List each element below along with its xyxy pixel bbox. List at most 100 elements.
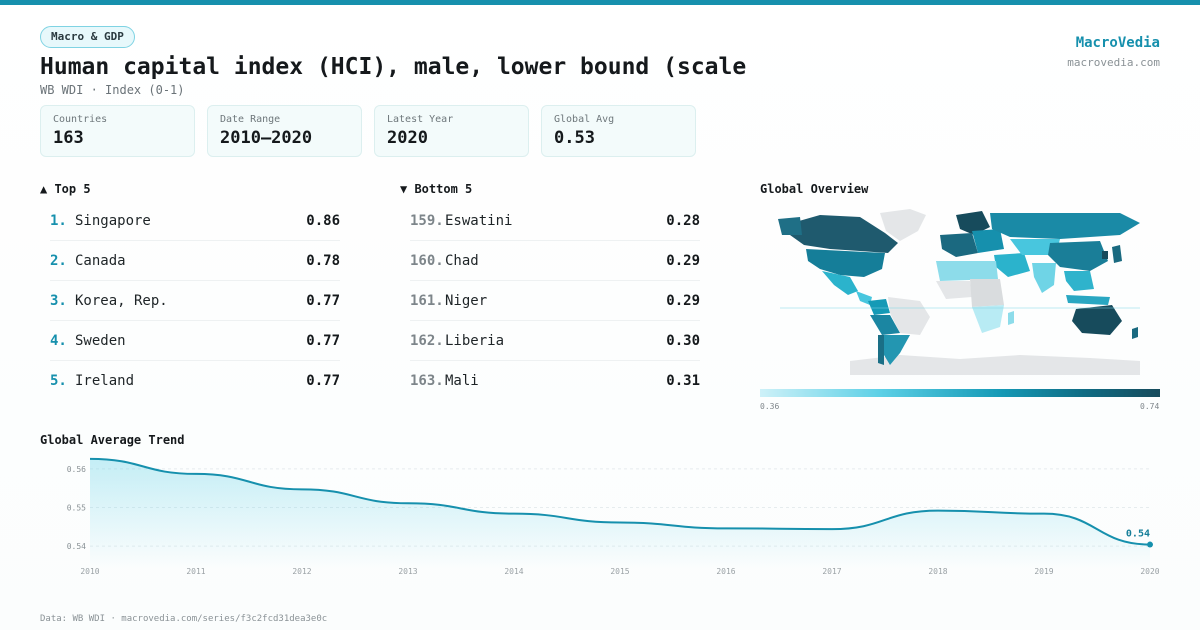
x-tick-label: 2017	[822, 567, 841, 576]
country-name: Canada	[75, 253, 126, 269]
rank-number: 160.	[410, 253, 444, 269]
map-region-southeast-asia[interactable]	[1064, 271, 1094, 291]
map-region-central-america[interactable]	[856, 291, 872, 305]
x-tick-label: 2014	[504, 567, 523, 576]
map-region-madagascar[interactable]	[1008, 311, 1014, 325]
map-region-greenland[interactable]	[880, 209, 926, 241]
country-name: Korea, Rep.	[75, 293, 168, 309]
map-region-peru[interactable]	[870, 315, 900, 335]
country-name: Sweden	[75, 333, 126, 349]
list-item[interactable]: 162. Liberia 0.30	[410, 321, 700, 361]
x-tick-label: 2010	[80, 567, 99, 576]
map-region-mexico[interactable]	[822, 271, 858, 295]
map-region-new-zealand[interactable]	[1132, 327, 1138, 339]
rank-number: 161.	[410, 293, 444, 309]
x-tick-label: 2018	[928, 567, 947, 576]
x-tick-label: 2015	[610, 567, 629, 576]
trend-title: Global Average Trend	[40, 433, 185, 447]
country-value: 0.77	[306, 293, 340, 309]
trend-line	[89, 457, 1151, 546]
bottom5-list: 159. Eswatini 0.28 160. Chad 0.29 161. Niger 0…	[410, 201, 700, 401]
map-region-australia[interactable]	[1072, 305, 1122, 335]
map-region-china[interactable]	[1048, 241, 1108, 271]
stat-value: 0.53	[554, 128, 595, 148]
map-region-antarctica[interactable]	[850, 355, 1140, 375]
map-region-scandinavia[interactable]	[956, 211, 990, 235]
map-region-colombia[interactable]	[868, 299, 890, 315]
list-item[interactable]: 2. Canada 0.78	[50, 241, 340, 281]
country-name: Singapore	[75, 213, 151, 229]
map-region-west-africa[interactable]	[936, 281, 972, 299]
rank-number: 159.	[410, 213, 444, 229]
map-region-japan[interactable]	[1112, 245, 1122, 263]
world-choropleth-map[interactable]	[760, 205, 1160, 385]
country-value: 0.31	[666, 373, 700, 389]
map-region-argentina[interactable]	[884, 335, 910, 365]
rank-number: 5.	[50, 373, 67, 389]
map-region-russia[interactable]	[990, 213, 1140, 239]
rank-number: 3.	[50, 293, 67, 309]
list-item[interactable]: 5. Ireland 0.77	[50, 361, 340, 401]
stat-latest-year: Latest Year 2020	[374, 105, 529, 157]
stat-countries: Countries 163	[40, 105, 195, 157]
list-item[interactable]: 160. Chad 0.29	[410, 241, 700, 281]
list-item[interactable]: 159. Eswatini 0.28	[410, 201, 700, 241]
map-region-india[interactable]	[1032, 263, 1056, 293]
map-region-western-europe[interactable]	[940, 233, 978, 257]
page-subtitle: WB WDI · Index (0-1)	[40, 83, 185, 97]
map-region-chile[interactable]	[878, 335, 884, 365]
country-name: Chad	[445, 253, 479, 269]
footer-source: Data: WB WDI · macrovedia.com/series/f3c…	[40, 614, 328, 624]
list-item[interactable]: 4. Sweden 0.77	[50, 321, 340, 361]
map-region-central-africa[interactable]	[970, 279, 1004, 307]
country-value: 0.78	[306, 253, 340, 269]
stat-value: 163	[53, 128, 84, 148]
map-region-southern-africa[interactable]	[972, 305, 1004, 333]
rank-number: 2.	[50, 253, 67, 269]
map-legend-max: 0.74	[1140, 402, 1160, 411]
x-tick-label: 2013	[398, 567, 417, 576]
map-region-brazil[interactable]	[888, 297, 930, 335]
map-region-indonesia[interactable]	[1066, 295, 1110, 305]
country-name: Mali	[445, 373, 479, 389]
country-value: 0.28	[666, 213, 700, 229]
map-region-usa[interactable]	[806, 249, 885, 277]
list-item[interactable]: 3. Korea, Rep. 0.77	[50, 281, 340, 321]
map-region-eastern-europe[interactable]	[972, 229, 1004, 253]
map-region-central-asia[interactable]	[1010, 239, 1060, 255]
map-region-middle-east[interactable]	[994, 253, 1030, 277]
stat-date-range: Date Range 2010–2020	[207, 105, 362, 157]
map-title: Global Overview	[760, 182, 869, 196]
list-item[interactable]: 163. Mali 0.31	[410, 361, 700, 401]
map-legend-bar	[760, 389, 1160, 397]
stat-label: Global Avg	[554, 114, 615, 125]
country-name: Ireland	[75, 373, 135, 389]
bottom5-title: ▼ Bottom 5	[400, 182, 473, 196]
category-tag[interactable]: Macro & GDP	[40, 26, 135, 48]
top5-title: ▲ Top 5	[40, 182, 91, 196]
country-value: 0.29	[666, 253, 700, 269]
x-tick-label: 2020	[1140, 567, 1159, 576]
country-value: 0.77	[306, 333, 340, 349]
trend-chart[interactable]: 0.54 0.55 0.56 2010 2011 2012 2013 2014 2015 2016…	[40, 455, 1170, 580]
map-legend-min: 0.36	[760, 402, 780, 411]
map-region-north-africa[interactable]	[936, 261, 998, 281]
rank-number: 163.	[410, 373, 444, 389]
brand-logo[interactable]: MacroVedia	[1075, 35, 1160, 51]
rank-number: 1.	[50, 213, 67, 229]
country-value: 0.77	[306, 373, 340, 389]
stat-label: Countries	[53, 114, 108, 125]
list-item[interactable]: 161. Niger 0.29	[410, 281, 700, 321]
brand-url[interactable]: macrovedia.com	[1067, 56, 1160, 69]
map-region-canada[interactable]	[790, 215, 898, 253]
map-region-korea[interactable]	[1102, 251, 1108, 259]
trend-last-point	[1147, 541, 1153, 548]
x-tick-label: 2019	[1034, 567, 1053, 576]
map-region-alaska[interactable]	[778, 217, 802, 235]
accent-top-bar	[0, 0, 1200, 5]
y-tick-label: 0.55	[67, 504, 86, 513]
page-title: Human capital index (HCI), male, lower b…	[40, 54, 760, 80]
country-value: 0.30	[666, 333, 700, 349]
list-item[interactable]: 1. Singapore 0.86	[50, 201, 340, 241]
country-name: Eswatini	[445, 213, 513, 229]
